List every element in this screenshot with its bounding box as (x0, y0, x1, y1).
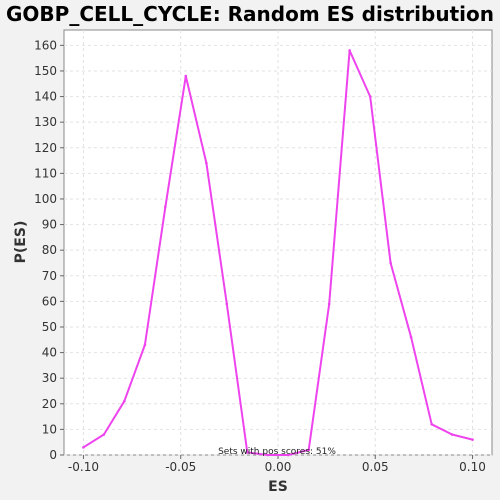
y-tick-label: 110 (34, 166, 57, 180)
chart-title: GOBP_CELL_CYCLE: Random ES distribution (6, 2, 494, 26)
y-axis-label: P(ES) (13, 221, 29, 264)
data-point (205, 161, 208, 165)
x-tick-label: -0.10 (68, 460, 99, 474)
data-point (287, 453, 290, 457)
y-tick-label: 150 (34, 64, 57, 78)
data-point (450, 433, 454, 436)
data-point (102, 433, 106, 436)
data-point (368, 95, 372, 98)
data-point (389, 261, 392, 265)
x-tick-label: -0.05 (165, 460, 196, 474)
y-tick-label: 20 (42, 397, 57, 411)
data-point (82, 446, 85, 449)
data-point (245, 451, 249, 454)
x-tick-label: 0.05 (362, 460, 389, 474)
data-point (164, 205, 167, 208)
data-point (266, 453, 269, 457)
y-tick-label: 160 (34, 38, 57, 52)
x-tick-label: 0.10 (459, 460, 486, 474)
y-tick-label: 60 (42, 294, 57, 308)
y-tick-label: 30 (42, 371, 57, 385)
data-point (143, 343, 147, 347)
data-point (471, 438, 474, 441)
series-line (82, 49, 473, 456)
y-tick-label: 130 (34, 115, 57, 129)
y-tick-label: 40 (42, 346, 57, 360)
data-point (225, 302, 229, 306)
y-tick-label: 10 (42, 422, 57, 436)
y-tick-label: 0 (49, 448, 57, 462)
y-tick-label: 100 (34, 192, 57, 206)
axes: -0.10 -0.05 0.00 0.05 0.10 0 10 20 30 40 50 60 70 80 9… (34, 38, 486, 474)
data-point (348, 49, 351, 52)
y-tick-label: 50 (42, 320, 57, 334)
data-point (409, 335, 413, 339)
y-tick-label: 90 (42, 218, 57, 232)
data-point (123, 399, 126, 403)
x-axis-label: ES (268, 479, 288, 495)
data-point (184, 74, 188, 78)
data-point (430, 422, 433, 426)
y-tick-label: 120 (34, 141, 57, 155)
grid-lines (64, 30, 492, 456)
chart-annotation: Sets with pos scores: 51% (218, 447, 336, 457)
y-tick-label: 80 (42, 243, 57, 257)
x-tick-label: 0.00 (265, 460, 292, 474)
series-layer (82, 49, 474, 457)
y-tick-label: 70 (42, 269, 57, 283)
data-point (327, 302, 331, 306)
data-point (307, 448, 311, 452)
y-tick-label: 140 (34, 90, 57, 104)
